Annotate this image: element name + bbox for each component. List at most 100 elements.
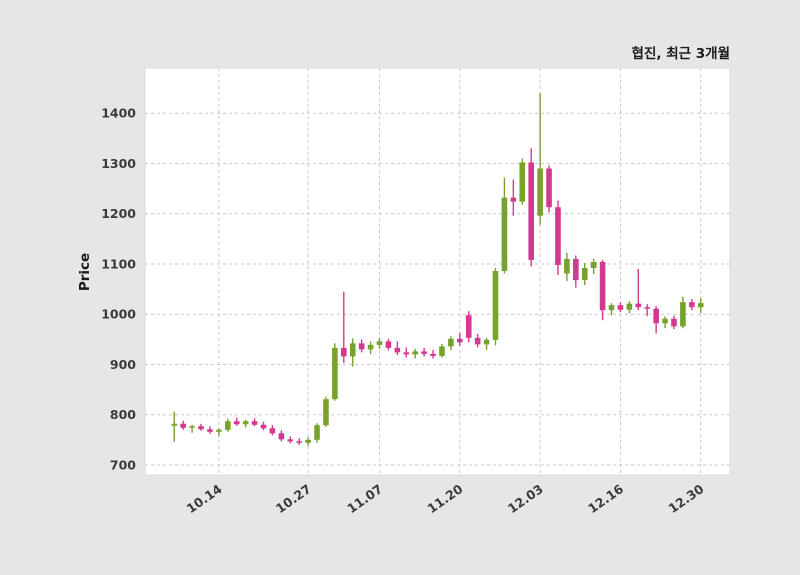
candle-down (198, 423, 204, 431)
candle-down (671, 315, 677, 330)
candle-body (599, 261, 606, 311)
candle-body (171, 423, 178, 426)
candle-up (439, 343, 445, 358)
x-tick-label: 12.30 (665, 481, 706, 516)
candle-body (474, 337, 481, 345)
candle-up (564, 252, 570, 282)
candle-down (644, 304, 651, 317)
candle-down (599, 259, 606, 321)
candle-body (216, 429, 222, 432)
candle-body (349, 343, 356, 357)
candle-down (653, 306, 659, 334)
candle-body (287, 439, 294, 442)
candle-body (224, 421, 231, 430)
candle-body (457, 338, 463, 343)
candle-down (430, 349, 436, 359)
candle-up (448, 336, 454, 351)
candle-down (260, 421, 267, 431)
candle-down (287, 436, 294, 444)
candle-body (697, 303, 704, 308)
candle-up (305, 437, 311, 446)
x-tick-label: 11.20 (425, 481, 466, 516)
candle-body (510, 197, 517, 202)
candle-up (662, 316, 668, 329)
candle-up (314, 423, 320, 443)
candle-body (269, 428, 276, 434)
candle-down (457, 332, 463, 346)
candle-up (189, 424, 195, 433)
y-tick-label: 900 (110, 357, 136, 372)
candle-down (180, 420, 186, 430)
candle-up (242, 419, 249, 428)
candle-down (269, 425, 276, 436)
candle-down (510, 179, 517, 216)
y-tick-label: 1200 (101, 206, 136, 221)
candle-body (376, 341, 383, 345)
candle-down (251, 418, 258, 427)
candle-up (680, 296, 686, 329)
candle-up (332, 343, 338, 401)
candle-body (233, 421, 240, 425)
y-tick-label: 800 (110, 407, 136, 422)
candle-up (376, 337, 383, 349)
candle-body (626, 303, 633, 310)
candle-down (296, 438, 302, 445)
y-tick-label: 1100 (101, 256, 136, 271)
candle-up (483, 337, 490, 350)
candle-up (224, 418, 231, 432)
candle-body (483, 339, 490, 345)
y-tick-label: 1300 (101, 156, 136, 171)
candle-body (564, 258, 570, 274)
candle-body (689, 302, 695, 308)
candle-down (555, 200, 561, 276)
x-tick-label: 12.03 (505, 481, 546, 516)
candle-body (519, 162, 526, 202)
candle-body (448, 338, 454, 347)
candle-down (207, 426, 213, 434)
candle-body (537, 168, 543, 216)
candle-up (412, 348, 418, 359)
candle-body (617, 305, 624, 310)
candle-body (671, 318, 677, 327)
x-tick-label: 11.07 (344, 481, 385, 516)
candle-body (358, 343, 365, 350)
candle-down (421, 347, 427, 357)
candle-up (626, 301, 633, 314)
candle-body (323, 399, 329, 426)
candle-body (305, 439, 311, 443)
y-tick-label: 1400 (101, 106, 136, 121)
y-tick-label: 700 (110, 457, 136, 472)
candle-body (180, 423, 186, 428)
candle-body (573, 258, 579, 281)
candle-up (537, 93, 543, 225)
candle-body (555, 207, 561, 265)
x-tick-label: 10.27 (273, 481, 314, 516)
candle-body (242, 421, 249, 425)
candle-body (581, 267, 588, 281)
candle-down (689, 299, 695, 311)
chart-title: 협진, 최근 3개월 (631, 46, 730, 62)
candle-down (278, 430, 285, 442)
candle-down (528, 148, 534, 267)
candle-body (590, 261, 597, 268)
candle-down (233, 417, 240, 426)
candle-up (697, 298, 704, 314)
candle-down (403, 347, 410, 358)
candle-body (260, 424, 267, 429)
candle-up (581, 262, 588, 286)
candle-down (617, 302, 624, 313)
candle-body (662, 318, 668, 324)
candle-body (207, 429, 213, 432)
candle-up (349, 338, 356, 367)
candle-up (492, 267, 499, 346)
candle-body (314, 425, 320, 440)
candle-down (341, 291, 347, 363)
candle-up (519, 158, 526, 205)
candle-body (635, 303, 642, 308)
candle-up (216, 428, 222, 437)
candle-up (501, 177, 508, 274)
candle-down (385, 338, 392, 351)
candle-body (341, 347, 347, 357)
candle-up (608, 303, 615, 316)
